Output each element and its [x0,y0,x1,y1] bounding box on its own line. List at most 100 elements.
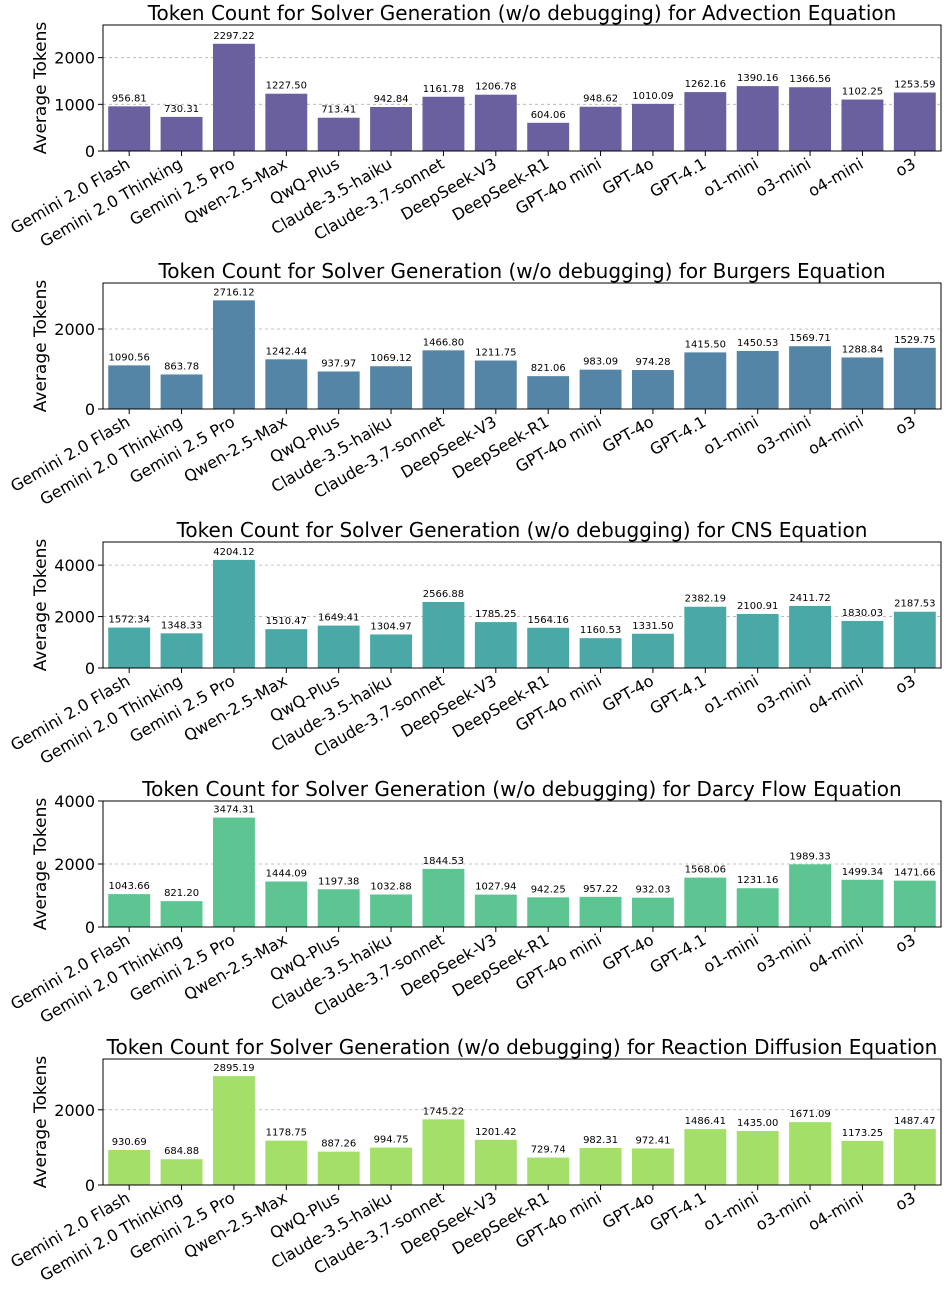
bar-value-label: 1568.06 [685,865,726,876]
bar [527,897,570,927]
bar [841,620,884,668]
bar-value-label: 1572.34 [109,615,150,626]
bar [317,1151,360,1185]
bar [736,350,779,409]
bar-value-label: 1010.09 [632,91,673,102]
bar [160,633,203,668]
bar [789,87,832,151]
bar [684,92,727,151]
bar [212,43,255,151]
chart-title: Token Count for Solver Generation (w/o d… [176,518,868,542]
x-tick-label: o3 [892,671,919,697]
bar-value-label: 1253.59 [894,79,935,90]
plot-frame [102,800,942,928]
y-axis-label: Average Tokens [31,280,51,413]
bar [474,360,517,409]
bar [370,107,413,151]
bar [108,627,151,668]
y-tick-label: 0 [85,1176,95,1195]
x-tick-label: o3-mini [752,154,814,201]
bar [422,601,465,668]
bar [317,371,360,409]
y-tick-label: 2000 [54,855,95,874]
x-tick-label: GPT-4.1 [646,1188,709,1235]
x-tick-label: o3-mini [752,412,814,459]
bar [160,116,203,151]
chart-panel-5: Token Count for Solver Generation (w/o d… [7,1035,942,1285]
bar [684,606,727,668]
bar-value-label: 1027.94 [475,882,516,893]
bar-value-label: 1486.41 [685,1116,726,1127]
bar-value-label: 972.41 [635,1135,670,1146]
bar-value-label: 887.26 [321,1139,356,1150]
bar [893,880,936,927]
bar-value-label: 1262.16 [685,79,726,90]
bar-value-label: 1288.84 [842,344,883,355]
bar-value-label: 2895.19 [213,1063,254,1074]
chart-panel-2: Token Count for Solver Generation (w/o d… [7,259,942,509]
bar-value-label: 1671.09 [789,1109,830,1120]
bar-value-label: 1510.47 [266,616,307,627]
x-tick-label: o3-mini [752,1188,814,1235]
x-tick-label: GPT-4o [599,412,657,457]
x-tick-label: o4-mini [805,671,867,718]
bar-value-label: 1487.47 [894,1116,935,1127]
bar [631,633,674,668]
chart-panel-1: Token Count for Solver Generation (w/o d… [7,1,942,251]
bar [789,1122,832,1185]
bar [631,1148,674,1185]
bar-value-label: 1844.53 [423,856,464,867]
bar [579,1148,622,1185]
y-tick-label: 2000 [54,320,95,339]
bar [265,359,308,409]
bar-value-label: 948.62 [583,94,618,105]
bar [265,93,308,151]
y-tick-label: 0 [85,400,95,419]
bar [841,1140,884,1185]
bar [579,896,622,927]
y-tick-label: 0 [85,142,95,161]
x-tick-label: GPT-4.1 [646,930,709,977]
bar [370,634,413,668]
bar-value-label: 604.06 [531,110,566,121]
bar [212,559,255,668]
plot-frame [102,541,942,669]
x-tick-label: o4-mini [805,154,867,201]
bar-value-label: 1178.75 [266,1128,307,1139]
chart-title: Token Count for Solver Generation (w/o d… [147,1,897,25]
x-tick-label: o3 [892,154,919,180]
bar [317,625,360,668]
bar [527,376,570,409]
bar-value-label: 821.20 [164,888,199,899]
x-tick-label: GPT-4.1 [646,154,709,201]
bar [684,1129,727,1185]
bar [212,1076,255,1185]
bar [265,881,308,927]
bar [893,347,936,409]
chart-title: Token Count for Solver Generation (w/o d… [106,1035,938,1059]
bar [265,1140,308,1185]
bar-value-label: 930.69 [112,1137,147,1148]
chart-panel-3: Token Count for Solver Generation (w/o d… [7,518,942,768]
bar-value-label: 1211.75 [475,348,516,359]
bar [474,622,517,668]
y-tick-label: 2000 [54,49,95,68]
bar-value-label: 942.25 [531,884,566,895]
plot-frame [102,24,942,152]
bar-value-label: 4204.12 [213,547,254,558]
bar-value-label: 1173.25 [842,1128,883,1139]
y-tick-label: 2000 [54,1101,95,1120]
bar-value-label: 713.41 [321,105,356,116]
plot-frame [102,282,942,410]
x-tick-label: GPT-4o [599,154,657,199]
bar-value-label: 1649.41 [318,613,359,624]
chart-title: Token Count for Solver Generation (w/o d… [141,777,901,801]
bar [422,350,465,409]
bar-value-label: 1161.78 [423,84,464,95]
bar [212,817,255,927]
bar [108,106,151,151]
bar-value-label: 2411.72 [789,593,830,604]
x-tick-label: GPT-4.1 [646,412,709,459]
y-tick-label: 0 [85,918,95,937]
